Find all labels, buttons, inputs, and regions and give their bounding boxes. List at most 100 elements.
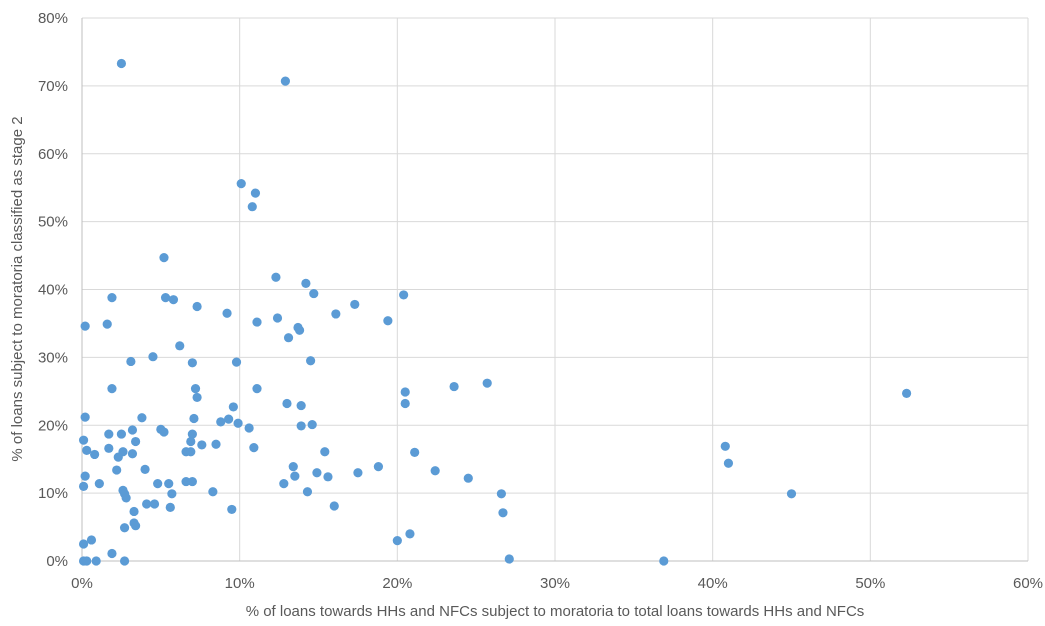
data-point <box>504 554 514 564</box>
y-tick-label: 40% <box>38 282 68 299</box>
data-point <box>91 556 101 566</box>
data-point <box>119 556 130 566</box>
data-point <box>186 436 196 447</box>
data-point <box>296 421 306 431</box>
data-point <box>197 440 207 450</box>
data-point <box>104 443 114 453</box>
data-point <box>279 479 289 489</box>
data-point <box>90 449 100 460</box>
data-point <box>175 341 185 351</box>
data-point <box>373 462 384 472</box>
data-point <box>107 293 117 303</box>
y-tick-label: 50% <box>38 214 68 231</box>
data-point <box>168 295 179 305</box>
axes <box>81 18 1028 562</box>
data-point <box>463 473 473 483</box>
data-point <box>496 489 506 499</box>
data-point <box>159 427 169 437</box>
data-point <box>187 476 197 487</box>
y-tick-label: 30% <box>38 349 68 366</box>
data-point <box>148 352 158 362</box>
data-point <box>399 290 409 300</box>
data-points <box>78 58 912 566</box>
y-tick-label: 0% <box>46 553 68 570</box>
y-tick-label: 70% <box>38 78 68 95</box>
data-point <box>112 465 122 475</box>
data-point <box>224 414 234 424</box>
data-point <box>786 489 797 499</box>
data-point <box>306 356 316 366</box>
data-point <box>353 468 363 478</box>
data-point <box>252 383 262 394</box>
data-point <box>236 179 246 189</box>
data-point <box>113 452 123 462</box>
data-point <box>309 288 319 299</box>
data-point <box>282 398 292 409</box>
data-point <box>94 479 104 489</box>
data-point <box>449 381 459 392</box>
data-point <box>250 188 261 198</box>
data-point <box>190 383 201 394</box>
data-point <box>121 493 131 503</box>
data-point <box>129 506 139 517</box>
data-point <box>192 301 202 312</box>
data-point <box>307 419 317 430</box>
data-point <box>272 313 283 323</box>
x-tick-label: 30% <box>540 575 570 592</box>
data-point <box>659 556 669 566</box>
data-point <box>211 439 221 449</box>
data-point <box>329 501 339 511</box>
data-point <box>119 523 130 533</box>
data-point <box>80 471 90 481</box>
data-point <box>142 499 152 509</box>
data-point <box>153 479 163 489</box>
data-point <box>227 504 237 515</box>
data-point <box>189 413 199 424</box>
data-point <box>301 278 311 288</box>
x-tick-label: 0% <box>71 575 93 592</box>
data-point <box>331 309 341 319</box>
data-point <box>247 202 257 212</box>
data-point <box>296 400 306 411</box>
data-point <box>720 441 730 451</box>
data-point <box>131 521 141 531</box>
data-point <box>383 316 393 326</box>
data-point <box>164 479 174 489</box>
data-point <box>228 402 238 412</box>
data-point <box>400 398 410 409</box>
data-point <box>181 476 191 487</box>
data-point <box>186 447 196 457</box>
data-point <box>192 392 202 403</box>
data-point <box>107 548 117 559</box>
data-point <box>723 458 734 468</box>
data-point <box>160 293 171 303</box>
data-point <box>208 487 218 497</box>
data-point <box>140 464 150 474</box>
data-point <box>149 499 160 509</box>
data-point <box>302 487 313 497</box>
data-point <box>131 436 141 447</box>
x-tick-label: 60% <box>1013 575 1043 592</box>
x-tick-label: 50% <box>855 575 885 592</box>
data-point <box>216 417 226 427</box>
data-point <box>187 358 197 368</box>
y-axis-title: % of loans subject to moratoria classifi… <box>9 116 26 461</box>
data-point <box>222 308 232 318</box>
data-point <box>116 58 127 69</box>
data-point <box>187 429 197 439</box>
data-point <box>127 449 138 459</box>
data-point <box>430 466 440 476</box>
data-point <box>271 272 281 282</box>
data-point <box>405 529 415 539</box>
data-point <box>244 423 254 433</box>
x-tick-label: 40% <box>698 575 728 592</box>
data-point <box>104 429 114 439</box>
data-point <box>410 447 420 457</box>
data-point <box>252 317 262 327</box>
tick-labels: 0% 10% 20% 30% 40% 50% 60% 70% 80% 0% 10% 20% 30% 40%… <box>38 10 1043 592</box>
x-axis-title: % of loans towards HHs and NFCs subject … <box>246 603 865 620</box>
data-point <box>312 468 322 478</box>
data-point <box>320 447 330 457</box>
data-point <box>82 556 92 566</box>
